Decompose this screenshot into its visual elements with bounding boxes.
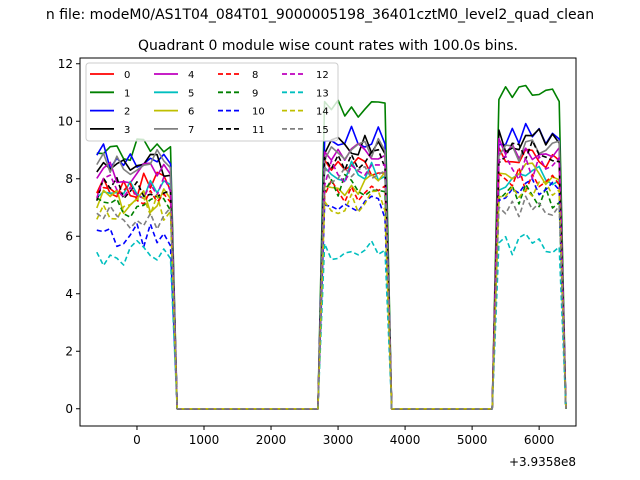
legend-label-11: 11 bbox=[252, 125, 265, 136]
axes-frame bbox=[79, 57, 577, 427]
legend-frame bbox=[85, 62, 339, 142]
series-line-9 bbox=[96, 173, 567, 410]
series-line-2 bbox=[96, 122, 567, 410]
x-axis: 0 1000 2000 3000 4000 5000 6000 bbox=[133, 426, 554, 447]
legend-label-7: 7 bbox=[188, 125, 194, 136]
legend-label-2: 2 bbox=[124, 107, 130, 118]
legend-label-10: 10 bbox=[252, 107, 265, 118]
series-line-8 bbox=[96, 166, 567, 410]
x-tick-label: 2000 bbox=[256, 433, 287, 447]
series-line-3 bbox=[96, 128, 567, 410]
legend-label-15: 15 bbox=[316, 125, 329, 136]
y-tick-label: 6 bbox=[65, 229, 73, 243]
legend-label-0: 0 bbox=[124, 70, 130, 81]
series-line-14 bbox=[96, 181, 567, 410]
legend-label-13: 13 bbox=[316, 88, 329, 99]
legend-label-3: 3 bbox=[124, 125, 130, 136]
x-tick-label: 6000 bbox=[524, 433, 555, 447]
y-axis: 0 2 4 6 8 10 12 bbox=[58, 57, 80, 416]
series-line-7 bbox=[96, 137, 567, 410]
y-tick-label: 8 bbox=[65, 172, 73, 186]
legend-label-5: 5 bbox=[188, 88, 194, 99]
y-tick-label: 0 bbox=[65, 402, 73, 416]
y-tick-label: 12 bbox=[58, 57, 73, 71]
y-tick-label: 2 bbox=[65, 344, 73, 358]
chart-title: Quadrant 0 module wise count rates with … bbox=[138, 38, 518, 54]
x-offset-label: +3.9358e8 bbox=[509, 455, 576, 469]
series-layer bbox=[96, 84, 567, 410]
x-tick-label: 5000 bbox=[457, 433, 488, 447]
series-line-15 bbox=[96, 165, 567, 410]
legend-label-9: 9 bbox=[252, 88, 258, 99]
legend-label-8: 8 bbox=[252, 70, 258, 81]
y-tick-label: 10 bbox=[58, 114, 73, 128]
x-tick-label: 4000 bbox=[390, 433, 421, 447]
x-tick-label: 0 bbox=[133, 433, 141, 447]
y-tick-label: 4 bbox=[65, 287, 73, 301]
legend-label-1: 1 bbox=[124, 88, 130, 99]
series-line-10 bbox=[96, 178, 567, 410]
series-line-13 bbox=[96, 233, 567, 410]
legend-label-14: 14 bbox=[316, 107, 329, 118]
figure-suptitle: n file: modeM0/AS1T04_084T01_9000005198_… bbox=[46, 7, 594, 23]
x-tick-label: 3000 bbox=[323, 433, 354, 447]
legend-label-12: 12 bbox=[316, 70, 329, 81]
legend-label-6: 6 bbox=[188, 107, 194, 118]
series-line-5 bbox=[96, 160, 567, 410]
x-tick-label: 1000 bbox=[189, 433, 220, 447]
legend-label-4: 4 bbox=[188, 70, 194, 81]
series-line-4 bbox=[96, 137, 567, 410]
